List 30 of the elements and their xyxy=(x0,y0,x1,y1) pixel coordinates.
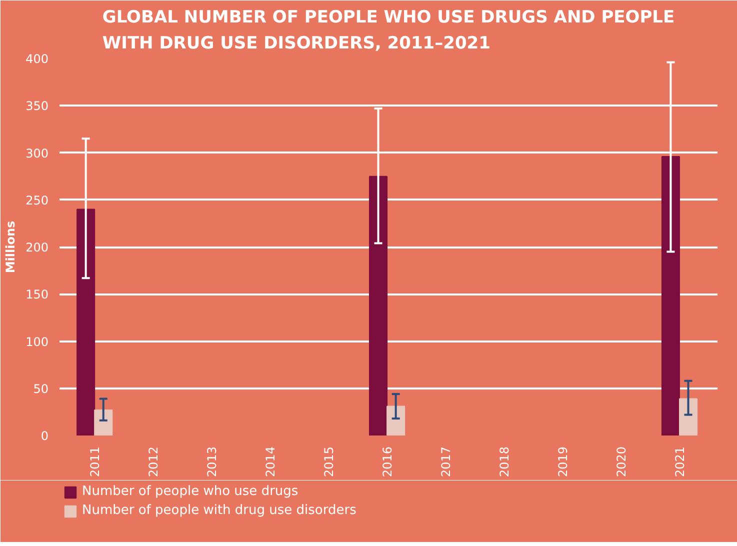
y-tick-label: 100 xyxy=(26,334,48,349)
x-tick-label: 2020 xyxy=(614,446,628,478)
x-tick-label: 2015 xyxy=(322,446,336,478)
bar xyxy=(76,208,96,436)
y-axis-title: Millions xyxy=(4,220,18,274)
y-tick-label: 300 xyxy=(26,146,48,160)
chart-title: GLOBAL NUMBER OF PEOPLE WHO USE DRUGS AND PEOPLE WITH DRUG USE DISORDERS, 2011–2021 xyxy=(102,8,675,54)
bar xyxy=(386,406,406,436)
x-tick-label: 2017 xyxy=(439,446,454,478)
bar xyxy=(94,410,113,436)
legend-label: Number of people with drug use disorders xyxy=(82,503,356,518)
bar xyxy=(678,398,698,436)
bar xyxy=(661,156,680,436)
bar xyxy=(368,176,388,436)
y-tick-label: 350 xyxy=(26,99,48,114)
y-tick-label: 400 xyxy=(26,52,48,66)
x-tick-label: 2012 xyxy=(146,446,161,478)
y-tick-label: 250 xyxy=(26,193,48,208)
legend-label: Number of people who use drugs xyxy=(82,484,298,499)
y-tick-label: 200 xyxy=(26,240,48,254)
x-tick-label: 2011 xyxy=(88,446,102,478)
y-tick-label: 0 xyxy=(40,429,49,443)
x-tick-label: 2021 xyxy=(672,446,687,478)
y-tick-label: 50 xyxy=(33,382,49,396)
x-tick-label: 2019 xyxy=(556,446,570,478)
x-tick-label: 2014 xyxy=(264,446,278,478)
x-tick-label: 2016 xyxy=(380,446,395,478)
x-tick-label: 2018 xyxy=(498,446,512,478)
y-tick-label: 150 xyxy=(26,288,48,302)
x-tick-label: 2013 xyxy=(205,446,220,478)
